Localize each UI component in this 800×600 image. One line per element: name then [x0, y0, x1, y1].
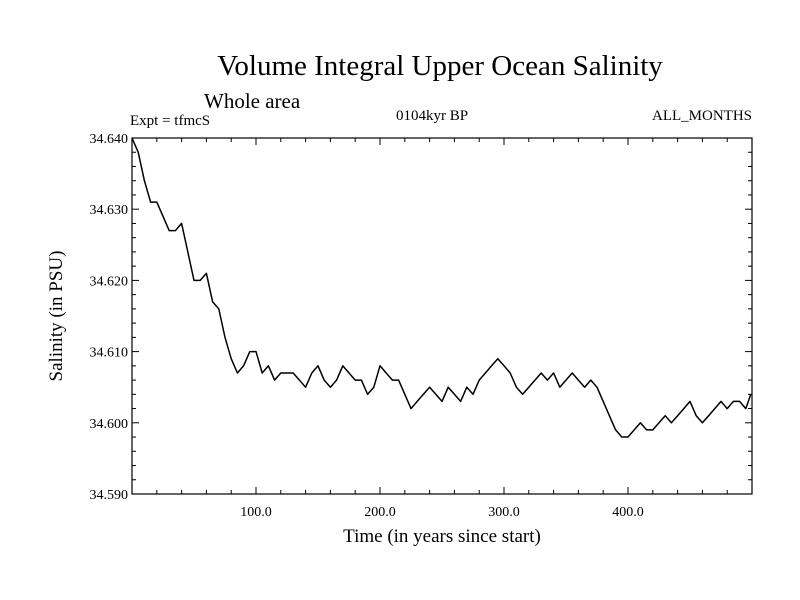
- chart-title: Volume Integral Upper Ocean Salinity: [217, 50, 663, 82]
- y-tick-label: 34.590: [90, 488, 129, 503]
- y-tick-label: 34.600: [90, 417, 129, 432]
- y-axis-label: Salinity (in PSU): [46, 251, 67, 382]
- salinity-series-line: [131, 137, 752, 438]
- y-tick-label: 34.620: [90, 274, 129, 289]
- x-tick-label: 300.0: [488, 505, 520, 520]
- x-axis-ticks: 100.0 200.0 300.0 400.0: [156, 138, 728, 520]
- x-tick-label: 200.0: [364, 505, 396, 520]
- chart-subtitle: Whole area: [204, 89, 301, 113]
- y-tick-label: 34.630: [90, 203, 129, 218]
- y-axis-ticks: 34.590 34.600 34.610 34.620 34.630 34.640: [90, 132, 752, 503]
- months-label: ALL_MONTHS: [652, 108, 752, 124]
- period-label: 0104kyr BP: [396, 108, 469, 124]
- y-tick-label: 34.610: [90, 346, 129, 361]
- y-tick-label: 34.640: [90, 132, 129, 147]
- x-axis-label: Time (in years since start): [343, 526, 541, 547]
- x-tick-label: 400.0: [612, 505, 644, 520]
- plot-frame: [131, 137, 753, 495]
- experiment-label: Expt = tfmcS: [130, 113, 211, 129]
- x-tick-label: 100.0: [240, 505, 272, 520]
